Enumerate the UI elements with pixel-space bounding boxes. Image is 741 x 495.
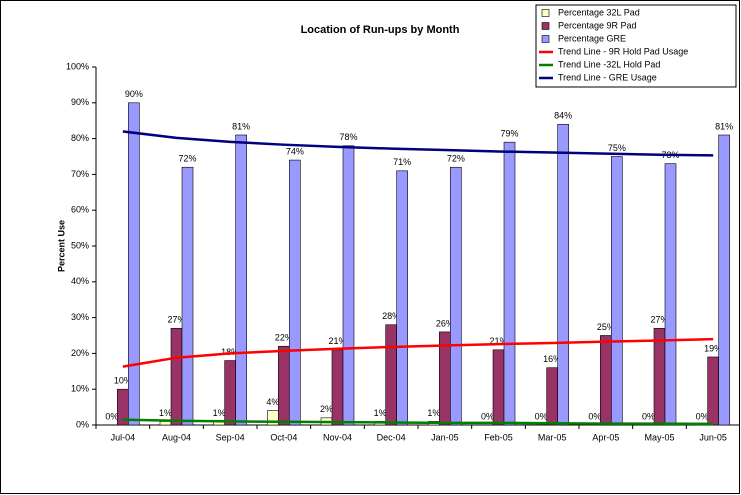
trend-line xyxy=(122,130,714,157)
data-label: 81% xyxy=(715,121,733,131)
x-tick-label: Apr-05 xyxy=(592,432,619,442)
data-label: 4% xyxy=(266,397,279,407)
data-label: 21% xyxy=(489,336,507,346)
trend-line xyxy=(122,337,714,368)
x-tick-label: Jun-05 xyxy=(699,432,727,442)
x-tick-label: Feb-05 xyxy=(484,432,513,442)
data-label: 79% xyxy=(500,129,518,139)
legend-swatch xyxy=(541,22,550,30)
bar xyxy=(557,123,569,426)
trend-line xyxy=(122,418,714,426)
data-label: 27% xyxy=(650,315,668,325)
data-label: 16% xyxy=(543,354,561,364)
data-label: 0% xyxy=(588,411,601,421)
data-label: 19% xyxy=(704,343,722,353)
data-label: 75% xyxy=(608,143,626,153)
y-axis-title: Percent Use xyxy=(56,220,66,272)
legend-box xyxy=(535,4,737,88)
data-label: 1% xyxy=(159,408,172,418)
data-label: 0% xyxy=(535,411,548,421)
bar xyxy=(170,328,183,426)
data-label: 81% xyxy=(232,121,250,131)
data-label: 90% xyxy=(125,89,143,99)
x-tick-label: Mar-05 xyxy=(538,432,567,442)
y-tick-label: 20% xyxy=(71,348,89,358)
x-tick-label: May-05 xyxy=(644,432,674,442)
bar xyxy=(664,163,677,426)
bar xyxy=(492,349,505,426)
data-label: 27% xyxy=(167,315,185,325)
y-tick-label: 10% xyxy=(71,384,89,394)
data-label: 18% xyxy=(221,347,239,357)
data-label: 0% xyxy=(642,411,655,421)
data-label: 72% xyxy=(447,154,465,164)
bar xyxy=(224,360,236,426)
y-tick-label: 70% xyxy=(71,169,89,179)
bar xyxy=(289,159,301,426)
x-tick-label: Nov-04 xyxy=(323,432,352,442)
data-label: 71% xyxy=(393,157,411,167)
data-label: 25% xyxy=(597,322,615,332)
bar xyxy=(718,134,730,426)
bar xyxy=(611,156,623,426)
bar xyxy=(181,166,194,426)
bar xyxy=(159,421,172,426)
data-label: 72% xyxy=(178,154,196,164)
x-tick-label: Aug-04 xyxy=(162,432,191,442)
bar xyxy=(342,145,355,426)
data-label: 28% xyxy=(382,311,400,321)
y-tick-label: 0% xyxy=(76,419,89,429)
y-tick-label: 30% xyxy=(71,312,89,322)
data-label: 10% xyxy=(114,376,132,386)
bar xyxy=(450,166,462,426)
x-tick-label: Oct-04 xyxy=(270,432,297,442)
bar xyxy=(385,324,397,426)
bar xyxy=(128,102,140,426)
y-tick-label: 60% xyxy=(71,205,89,215)
bar xyxy=(546,367,558,426)
data-label: 0% xyxy=(105,411,118,421)
data-label: 78% xyxy=(339,132,357,142)
y-tick-label: 50% xyxy=(71,240,89,250)
bar xyxy=(235,134,247,426)
y-tick-label: 100% xyxy=(66,61,89,71)
data-label: 1% xyxy=(213,408,226,418)
bar xyxy=(600,335,612,426)
data-label: 22% xyxy=(275,333,293,343)
legend-label: Trend Line -32L Hold Pad xyxy=(558,59,660,69)
legend-label: Trend Line - GRE Usage xyxy=(558,72,657,82)
data-label: 21% xyxy=(328,336,346,346)
y-tick-label: 90% xyxy=(71,97,89,107)
x-tick-label: Jul-04 xyxy=(111,432,136,442)
y-tick-label: 80% xyxy=(71,133,89,143)
y-tick-label: 40% xyxy=(71,276,89,286)
bar xyxy=(707,356,719,426)
data-label: 26% xyxy=(436,318,454,328)
data-label: 0% xyxy=(696,411,709,421)
legend-label: Trend Line - 9R Hold Pad Usage xyxy=(558,46,688,56)
legend-swatch xyxy=(541,35,550,43)
legend-label: Percentage 32L Pad xyxy=(558,7,640,17)
data-label: 1% xyxy=(374,408,387,418)
x-tick-label: Sep-04 xyxy=(216,432,245,442)
bar xyxy=(278,345,290,426)
x-tick-label: Jan-05 xyxy=(431,432,459,442)
bar xyxy=(396,170,408,426)
x-tick-label: Dec-04 xyxy=(377,432,406,442)
data-label: 1% xyxy=(427,408,440,418)
legend-label: Percentage 9R Pad xyxy=(558,20,637,30)
legend-label: Percentage GRE xyxy=(558,33,626,43)
chart-title: Location of Run-ups by Month xyxy=(301,24,460,36)
data-label: 2% xyxy=(320,404,333,414)
data-label: 84% xyxy=(554,111,572,121)
legend-swatch xyxy=(541,9,550,17)
data-label: 74% xyxy=(286,146,304,156)
bar xyxy=(331,349,344,426)
bar xyxy=(653,328,666,426)
bar xyxy=(503,141,516,426)
data-label: 0% xyxy=(481,411,494,421)
